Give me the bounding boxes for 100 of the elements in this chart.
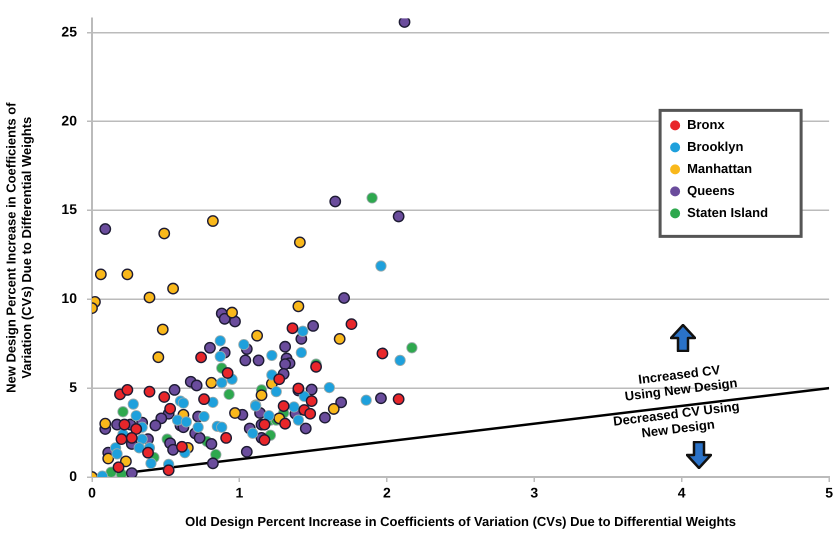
point bbox=[278, 400, 290, 412]
point bbox=[206, 376, 218, 389]
point bbox=[164, 402, 176, 415]
point bbox=[120, 455, 132, 468]
point bbox=[375, 260, 387, 272]
point bbox=[195, 351, 207, 364]
point bbox=[226, 306, 238, 318]
point bbox=[111, 448, 123, 460]
y-tick-label: 15 bbox=[61, 201, 78, 218]
point bbox=[251, 330, 264, 342]
point bbox=[158, 391, 170, 403]
point bbox=[310, 360, 322, 373]
point bbox=[94, 268, 107, 280]
point bbox=[398, 18, 410, 28]
point bbox=[116, 433, 128, 446]
point bbox=[229, 407, 241, 419]
point bbox=[117, 406, 129, 418]
x-tick-label: 4 bbox=[678, 484, 686, 500]
x-axis-title: Old Design Percent Increase in Coefficients of Variation (CVs) Due to Differential Weights bbox=[185, 514, 736, 529]
point bbox=[238, 338, 250, 350]
point bbox=[130, 410, 142, 422]
y-tick-label: 25 bbox=[61, 23, 78, 40]
point bbox=[286, 322, 298, 334]
point bbox=[126, 467, 138, 477]
point bbox=[121, 268, 134, 280]
point bbox=[118, 418, 130, 430]
point bbox=[294, 236, 306, 248]
point bbox=[288, 401, 300, 413]
point bbox=[156, 324, 169, 336]
point bbox=[194, 432, 206, 444]
point bbox=[324, 382, 335, 394]
y-tick-label: 10 bbox=[61, 290, 78, 306]
point bbox=[338, 292, 350, 304]
point bbox=[307, 320, 320, 332]
point bbox=[328, 403, 340, 415]
y-tick-label: 0 bbox=[69, 468, 78, 484]
point bbox=[252, 354, 264, 366]
point bbox=[306, 384, 318, 396]
point bbox=[142, 446, 154, 459]
point bbox=[270, 386, 282, 398]
point bbox=[214, 335, 226, 346]
legend-label: Staten Island bbox=[687, 204, 768, 220]
point bbox=[334, 332, 346, 345]
point bbox=[297, 326, 308, 337]
point bbox=[319, 412, 331, 424]
point bbox=[130, 423, 142, 435]
point bbox=[329, 196, 342, 208]
point bbox=[190, 380, 203, 392]
point bbox=[204, 342, 216, 354]
point bbox=[258, 418, 270, 430]
point bbox=[144, 292, 156, 304]
point bbox=[376, 348, 388, 360]
point bbox=[206, 215, 219, 227]
point bbox=[256, 389, 268, 402]
point bbox=[198, 393, 210, 406]
legend-label: Queens bbox=[687, 182, 735, 198]
point bbox=[266, 350, 278, 362]
point bbox=[279, 358, 292, 370]
point bbox=[406, 342, 418, 354]
point bbox=[360, 394, 372, 406]
point bbox=[152, 351, 164, 364]
point bbox=[198, 410, 210, 422]
point bbox=[216, 422, 228, 433]
point bbox=[207, 396, 218, 408]
point bbox=[306, 395, 318, 407]
y-tick-label: 20 bbox=[61, 112, 78, 128]
point bbox=[180, 416, 192, 428]
legend-label: Manhattan bbox=[687, 160, 752, 176]
point bbox=[229, 316, 241, 328]
point bbox=[178, 397, 189, 409]
point bbox=[300, 422, 312, 434]
point bbox=[392, 393, 405, 406]
point bbox=[206, 457, 219, 470]
point bbox=[263, 410, 275, 422]
point bbox=[145, 458, 157, 469]
point bbox=[167, 282, 179, 294]
point bbox=[158, 228, 170, 240]
point bbox=[240, 446, 253, 458]
x-tick-label: 5 bbox=[825, 484, 834, 500]
point bbox=[134, 442, 145, 454]
point bbox=[99, 418, 112, 430]
point bbox=[222, 367, 234, 379]
point bbox=[102, 452, 114, 464]
point bbox=[279, 340, 292, 353]
point bbox=[394, 354, 406, 366]
point bbox=[392, 210, 405, 222]
point bbox=[121, 384, 134, 396]
legend-label: Bronx bbox=[687, 116, 726, 132]
point bbox=[375, 392, 387, 404]
point bbox=[335, 396, 348, 408]
point bbox=[112, 461, 124, 474]
point bbox=[216, 377, 228, 388]
x-tick-label: 1 bbox=[236, 484, 244, 500]
point bbox=[168, 384, 180, 396]
point bbox=[176, 440, 188, 453]
point bbox=[279, 418, 292, 430]
point bbox=[239, 354, 252, 366]
point bbox=[220, 432, 232, 444]
annotation: Increased CV Using New Design bbox=[624, 362, 738, 404]
point bbox=[366, 192, 378, 204]
